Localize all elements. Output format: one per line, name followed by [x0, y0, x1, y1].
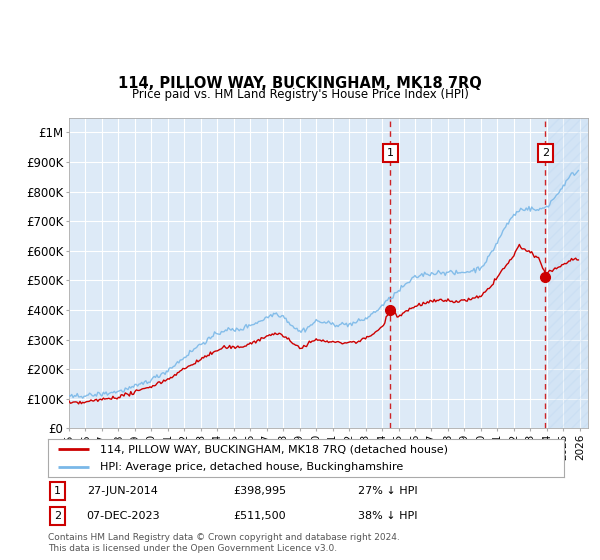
Text: HPI: Average price, detached house, Buckinghamshire: HPI: Average price, detached house, Buck… — [100, 462, 403, 472]
Text: £511,500: £511,500 — [234, 511, 286, 521]
Text: 38% ↓ HPI: 38% ↓ HPI — [358, 511, 417, 521]
Text: 1: 1 — [387, 148, 394, 158]
Text: 114, PILLOW WAY, BUCKINGHAM, MK18 7RQ: 114, PILLOW WAY, BUCKINGHAM, MK18 7RQ — [118, 76, 482, 91]
Text: 2: 2 — [542, 148, 549, 158]
Text: Contains HM Land Registry data © Crown copyright and database right 2024.
This d: Contains HM Land Registry data © Crown c… — [48, 533, 400, 553]
Text: 114, PILLOW WAY, BUCKINGHAM, MK18 7RQ (detached house): 114, PILLOW WAY, BUCKINGHAM, MK18 7RQ (d… — [100, 444, 448, 454]
Text: £398,995: £398,995 — [234, 486, 287, 496]
Bar — [548, 118, 600, 428]
Text: 1: 1 — [54, 486, 61, 496]
Text: 27-JUN-2014: 27-JUN-2014 — [86, 486, 158, 496]
Text: 07-DEC-2023: 07-DEC-2023 — [86, 511, 160, 521]
Text: 27% ↓ HPI: 27% ↓ HPI — [358, 486, 417, 496]
Text: 2: 2 — [54, 511, 61, 521]
Text: Price paid vs. HM Land Registry's House Price Index (HPI): Price paid vs. HM Land Registry's House … — [131, 88, 469, 101]
